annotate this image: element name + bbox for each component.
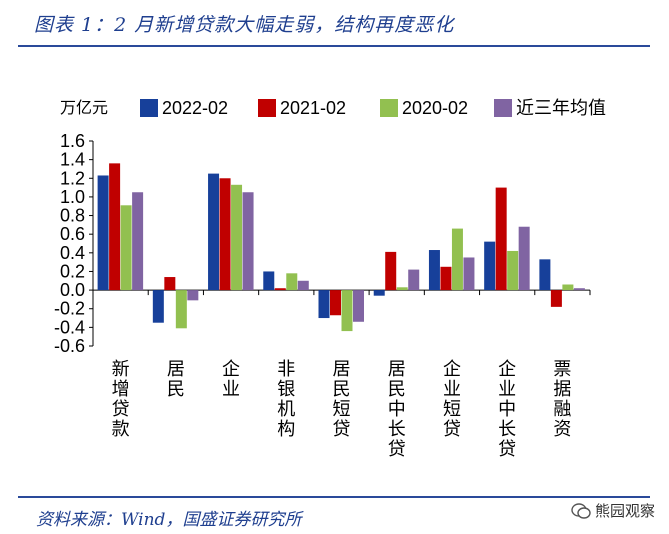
bar-3-8 bbox=[507, 250, 519, 291]
x-tick-label: 票据融资 bbox=[553, 359, 571, 440]
y-tick-label: 0.6 bbox=[60, 224, 85, 244]
bar-4-7 bbox=[463, 257, 475, 291]
bar-4-4 bbox=[297, 280, 309, 291]
bar-3-1 bbox=[120, 205, 132, 291]
legend-label-3: 2020-02 bbox=[402, 98, 468, 118]
y-unit-label: 万亿元 bbox=[60, 98, 108, 117]
bar-3-9 bbox=[562, 284, 574, 291]
y-tick-label: 1.2 bbox=[60, 168, 85, 188]
bar-4-1 bbox=[132, 192, 144, 291]
bar-4-3 bbox=[242, 192, 254, 291]
bar-1-1 bbox=[97, 175, 109, 291]
bar-4-8 bbox=[518, 226, 530, 291]
source-rule bbox=[18, 496, 650, 498]
source-note: 资料来源：Wind，国盛证券研究所 bbox=[36, 510, 302, 530]
bar-2-9 bbox=[550, 290, 562, 307]
legend-label-4: 近三年均值 bbox=[516, 98, 606, 118]
chart-title: 图表 1：2 月新增贷款大幅走弱，结构再度恶化 bbox=[34, 14, 455, 36]
x-tick-label: 企业短贷 bbox=[443, 359, 461, 440]
y-tick-label: 0.2 bbox=[60, 261, 85, 281]
bar-2-6 bbox=[385, 251, 397, 291]
y-tick-label: -0.4 bbox=[54, 317, 85, 337]
bar-1-3 bbox=[208, 173, 220, 291]
watermark-text: 熊园观察 bbox=[594, 502, 655, 520]
x-tick-label: 居民 bbox=[167, 359, 185, 400]
y-tick-label: -0.2 bbox=[54, 299, 85, 319]
bar-1-2 bbox=[152, 290, 164, 323]
y-tick-label: 0.8 bbox=[60, 206, 85, 226]
bar-1-6 bbox=[373, 290, 385, 296]
legend-swatch-2 bbox=[258, 99, 276, 117]
bar-2-3 bbox=[219, 178, 231, 291]
bar-1-5 bbox=[318, 290, 330, 319]
x-tick-label: 新增贷款 bbox=[112, 359, 130, 440]
x-tick-label: 居民中长贷 bbox=[388, 359, 406, 460]
bar-2-1 bbox=[109, 163, 121, 291]
bar-3-2 bbox=[175, 290, 187, 329]
bar-1-9 bbox=[539, 259, 551, 291]
bar-2-4 bbox=[274, 288, 286, 291]
bar-2-5 bbox=[330, 290, 341, 316]
bar-1-7 bbox=[428, 250, 440, 291]
legend-swatch-1 bbox=[140, 99, 158, 117]
bar-1-8 bbox=[484, 241, 496, 291]
legend-swatch-3 bbox=[380, 99, 398, 117]
bar-2-2 bbox=[164, 277, 176, 291]
bar-3-6 bbox=[396, 287, 408, 291]
bar-3-3 bbox=[231, 184, 243, 291]
y-tick-label: -0.6 bbox=[54, 336, 85, 356]
x-tick-label: 居民短贷 bbox=[333, 359, 351, 440]
bar-4-9 bbox=[573, 288, 585, 291]
x-tick-label: 非银机构 bbox=[277, 359, 295, 440]
y-tick-label: 1.0 bbox=[60, 187, 85, 207]
bar-1-4 bbox=[263, 271, 275, 291]
title-rule bbox=[18, 45, 650, 47]
legend-swatch-4 bbox=[494, 99, 512, 117]
y-tick-label: 0.0 bbox=[60, 280, 85, 300]
bar-4-6 bbox=[408, 269, 420, 291]
y-tick-label: 0.4 bbox=[60, 243, 85, 263]
watermark: 熊园观察 bbox=[571, 500, 655, 521]
bar-2-8 bbox=[495, 187, 507, 291]
wechat-icon bbox=[571, 502, 591, 519]
legend-label-2: 2021-02 bbox=[280, 98, 346, 118]
bar-3-7 bbox=[451, 228, 463, 291]
y-tick-label: 1.4 bbox=[60, 150, 85, 170]
bar-3-4 bbox=[286, 273, 298, 291]
bar-4-5 bbox=[353, 290, 364, 322]
x-tick-label: 企业中长贷 bbox=[498, 359, 516, 460]
bar-3-5 bbox=[341, 290, 353, 332]
legend-label-1: 2022-02 bbox=[162, 98, 228, 118]
x-tick-label: 企业 bbox=[222, 359, 240, 400]
bar-4-2 bbox=[187, 290, 199, 301]
bar-2-7 bbox=[440, 266, 452, 291]
y-tick-label: 1.6 bbox=[60, 131, 85, 151]
